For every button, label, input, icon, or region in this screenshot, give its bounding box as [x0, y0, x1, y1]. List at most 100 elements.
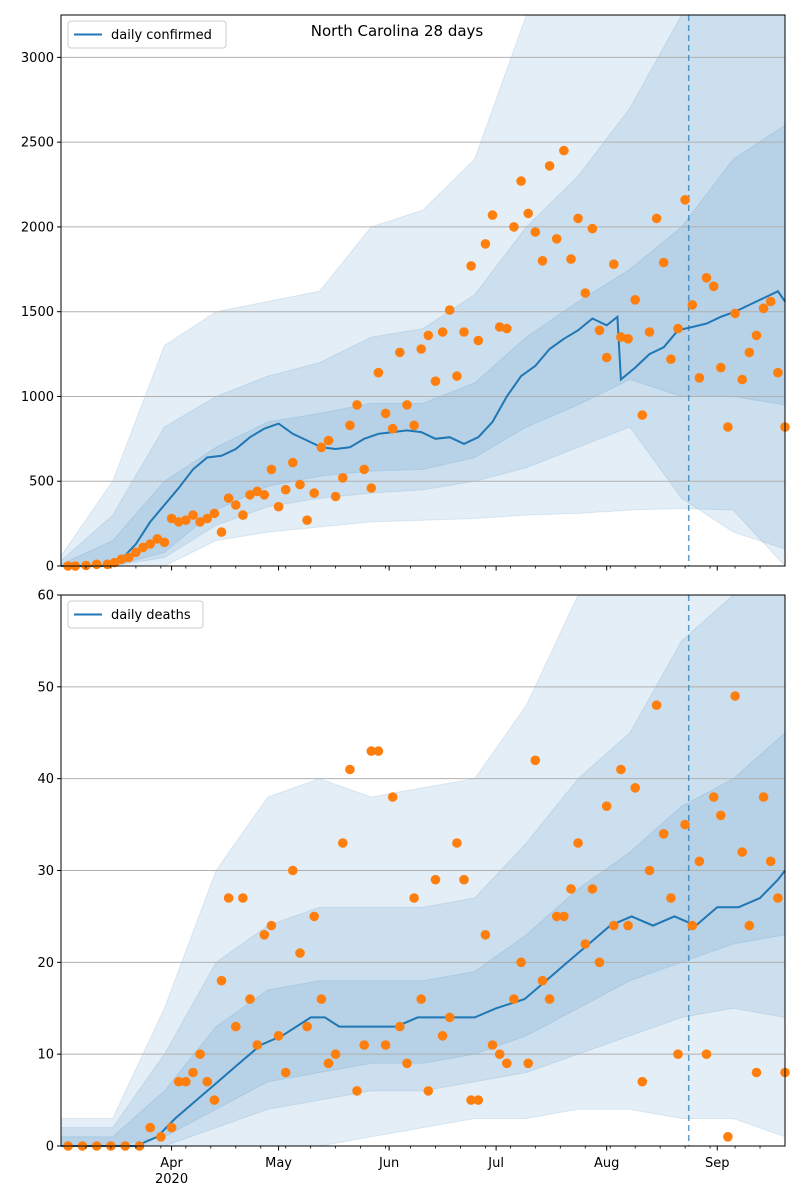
observed-confirmed-point — [91, 559, 102, 570]
observed-deaths-point — [209, 1095, 220, 1105]
deaths-observed-points — [63, 691, 790, 1151]
observed-confirmed-point — [273, 501, 284, 512]
observed-deaths-point — [216, 975, 227, 986]
observed-confirmed-point — [238, 510, 248, 520]
observed-deaths-point — [723, 1132, 733, 1142]
observed-deaths-point — [658, 829, 669, 839]
observed-deaths-point — [651, 700, 662, 710]
observed-deaths-point — [730, 691, 740, 701]
observed-deaths-point — [480, 930, 491, 940]
observed-confirmed-point — [216, 527, 227, 537]
observed-deaths-point — [366, 746, 377, 756]
observed-confirmed-point — [288, 457, 298, 468]
observed-confirmed-point — [181, 515, 191, 525]
observed-confirmed-point — [537, 255, 548, 266]
observed-confirmed-point — [345, 420, 355, 431]
observed-confirmed-point — [131, 547, 141, 558]
observed-confirmed-point — [302, 515, 312, 525]
confirmed-x-axis — [85, 566, 761, 571]
observed-confirmed-point — [644, 327, 655, 337]
y-tick-label: 20 — [37, 956, 54, 971]
observed-confirmed-point — [423, 330, 434, 341]
observed-confirmed-point — [623, 334, 633, 344]
observed-deaths-point — [573, 838, 583, 848]
observed-deaths-point — [352, 1086, 362, 1096]
observed-confirmed-point — [295, 479, 305, 490]
observed-confirmed-point — [124, 552, 134, 563]
observed-deaths-point — [551, 911, 562, 922]
observed-confirmed-point — [530, 227, 541, 237]
chart-title: North Carolina 28 days — [311, 22, 484, 40]
observed-confirmed-point — [694, 373, 705, 383]
observed-deaths-point — [402, 1058, 412, 1069]
observed-confirmed-point — [523, 208, 533, 219]
observed-confirmed-point — [387, 423, 398, 434]
observed-confirmed-point — [673, 323, 683, 334]
observed-deaths-point — [666, 893, 676, 903]
observed-confirmed-point — [366, 483, 377, 493]
observed-deaths-point — [459, 874, 469, 885]
observed-deaths-point — [231, 1021, 241, 1032]
observed-confirmed-point — [352, 400, 362, 410]
observed-confirmed-point — [437, 327, 448, 337]
observed-deaths-point — [609, 920, 619, 931]
observed-confirmed-point — [338, 473, 348, 483]
observed-deaths-point — [737, 847, 747, 857]
observed-confirmed-point — [202, 513, 212, 524]
observed-confirmed-point — [359, 464, 370, 475]
deaths-y-axis: 0 10 20 30 40 50 60 — [37, 589, 61, 1155]
observed-confirmed-point — [566, 254, 576, 264]
observed-deaths-point — [280, 1067, 291, 1078]
observed-deaths-point — [395, 1021, 405, 1032]
observed-deaths-point — [530, 755, 541, 766]
observed-deaths-point — [623, 920, 633, 931]
observed-confirmed-point — [373, 367, 384, 378]
confirmed-median-line — [61, 290, 786, 567]
y-tick-label: 1000 — [21, 390, 54, 405]
observed-deaths-point — [494, 1049, 505, 1059]
observed-deaths-point — [594, 957, 605, 968]
observed-confirmed-point — [601, 352, 612, 363]
observed-deaths-point — [245, 994, 255, 1004]
y-tick-label: 30 — [37, 864, 54, 879]
observed-deaths-point — [359, 1040, 370, 1050]
observed-confirmed-point — [223, 493, 234, 504]
observed-confirmed-point — [430, 376, 441, 387]
observed-confirmed-point — [609, 259, 619, 270]
observed-deaths-point — [373, 746, 384, 756]
observed-confirmed-point — [402, 400, 412, 410]
observed-deaths-point — [302, 1021, 312, 1032]
observed-confirmed-point — [616, 332, 626, 342]
observed-confirmed-point — [509, 222, 519, 232]
observed-deaths-point — [765, 856, 776, 867]
observed-deaths-point — [259, 930, 270, 940]
observed-deaths-point — [744, 920, 755, 931]
observed-confirmed-point — [473, 335, 484, 346]
observed-confirmed-point — [580, 288, 591, 298]
y-tick-label: 50 — [37, 680, 54, 695]
y-tick-label: 3000 — [21, 51, 54, 66]
observed-confirmed-point — [209, 508, 220, 519]
observed-confirmed-point — [459, 327, 469, 337]
observed-confirmed-point — [259, 490, 270, 500]
observed-deaths-point — [416, 994, 427, 1004]
observed-deaths-point — [516, 957, 526, 968]
observed-deaths-point — [316, 994, 327, 1004]
observed-confirmed-point — [587, 223, 598, 234]
observed-confirmed-point — [723, 422, 733, 432]
observed-confirmed-point — [266, 464, 277, 475]
confirmed-uncertainty-bands — [60, 14, 786, 568]
observed-deaths-point — [637, 1076, 648, 1087]
observed-deaths-point — [330, 1049, 341, 1059]
observed-confirmed-point — [145, 539, 155, 549]
x-tick-label: Aug — [594, 1156, 619, 1171]
x-tick-label: Jun — [378, 1156, 399, 1171]
observed-confirmed-point — [551, 234, 562, 244]
observed-confirmed-point — [516, 176, 526, 186]
observed-deaths-point — [288, 865, 298, 876]
confirmed-observed-points — [63, 145, 790, 571]
observed-deaths-point — [502, 1058, 512, 1069]
observed-deaths-point — [380, 1040, 391, 1050]
legend-label: daily confirmed — [111, 28, 212, 43]
